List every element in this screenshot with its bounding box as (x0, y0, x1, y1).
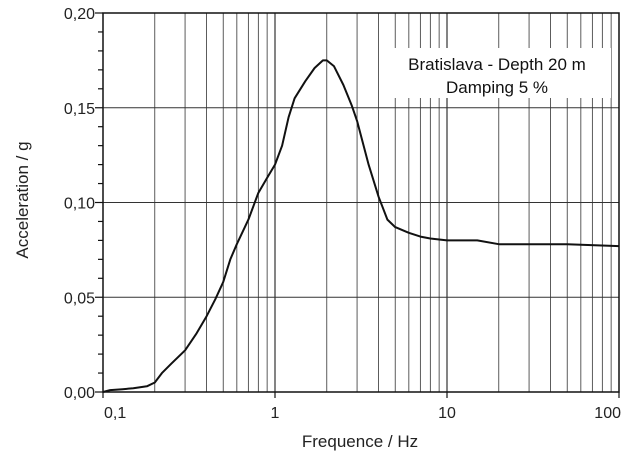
y-tick-label: 0,05 (64, 290, 95, 307)
x-tick-label: 100 (594, 405, 621, 422)
tick-labels: 0,00 0,05 0,10 0,15 0,20 0,1 1 10 100 (64, 6, 621, 422)
x-axis-title: Frequence / Hz (302, 432, 418, 451)
x-tick-label: 10 (438, 405, 456, 422)
grid (103, 13, 619, 392)
annotation-line-2: Damping 5 % (446, 78, 548, 97)
x-tick-label: 1 (271, 405, 280, 422)
annotation-background (383, 48, 611, 98)
y-tick-label: 0,20 (64, 6, 95, 23)
y-axis-title: Acceleration / g (13, 141, 32, 258)
series-line (102, 59, 620, 393)
y-tick-label: 0,00 (64, 385, 95, 402)
x-tick-label: 0,1 (104, 405, 126, 422)
axis-ticks (95, 12, 620, 398)
y-tick-label: 0,15 (64, 101, 95, 118)
annotation-line-1: Bratislava - Depth 20 m (408, 55, 586, 74)
y-tick-label: 0,10 (64, 196, 95, 213)
